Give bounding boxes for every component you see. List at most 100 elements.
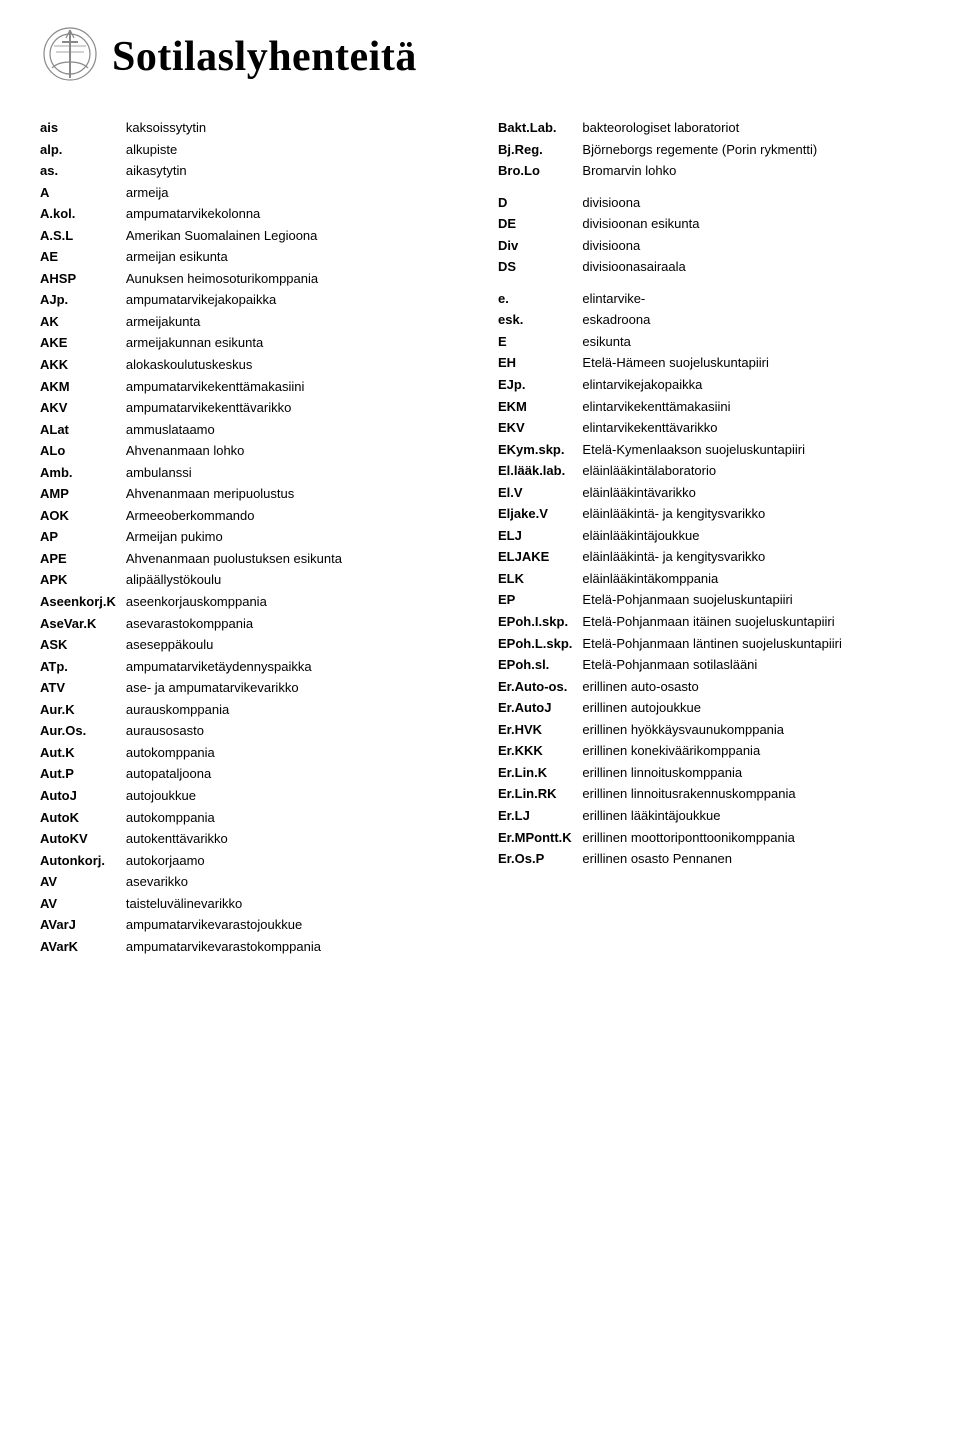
full-cell: ampumatarvikekenttävarikko <box>126 397 462 419</box>
abbr-cell: AVarJ <box>40 914 126 936</box>
full-cell: eskadroona <box>582 309 920 331</box>
abbr-cell: AVarK <box>40 936 126 958</box>
page-header: Sotilaslyhenteitä <box>40 24 920 89</box>
full-cell: armeijakunta <box>126 311 462 333</box>
table-row: AVtaisteluvälinevarikko <box>40 893 462 915</box>
abbr-cell: A.S.L <box>40 225 126 247</box>
full-cell: Etelä-Kymenlaakson suojeluskuntapiiri <box>582 439 920 461</box>
table-row: EJp.elintarvikejakopaikka <box>498 374 920 396</box>
left-column: aiskaksoissytytinalp.alkupisteas.aikasyt… <box>40 117 462 957</box>
full-cell: autokorjaamo <box>126 850 462 872</box>
table-row: Er.Lin.RKerillinen linnoitusrakennuskomp… <box>498 783 920 805</box>
abbr-cell: esk. <box>498 309 582 331</box>
abbr-cell: Er.Auto-os. <box>498 676 582 698</box>
full-cell: Etelä-Pohjanmaan itäinen suojeluskuntapi… <box>582 611 920 633</box>
table-row: Ddivisioona <box>498 192 920 214</box>
full-cell: erillinen auto-osasto <box>582 676 920 698</box>
table-row: Aarmeija <box>40 182 462 204</box>
abbr-cell: Aur.Os. <box>40 720 126 742</box>
abbr-cell: DE <box>498 213 582 235</box>
table-row: Eljake.Veläinlääkintä- ja kengitysvarikk… <box>498 503 920 525</box>
table-row: Er.MPontt.Kerillinen moottoriponttooniko… <box>498 827 920 849</box>
table-row: AEarmeijan esikunta <box>40 246 462 268</box>
abbr-cell: AHSP <box>40 268 126 290</box>
abbr-cell: Autonkorj. <box>40 850 126 872</box>
full-cell: asevarastokomppania <box>126 613 462 635</box>
full-cell: ambulanssi <box>126 462 462 484</box>
table-row: EKMelintarvikekenttämakasiini <box>498 396 920 418</box>
abbr-cell: AseVar.K <box>40 613 126 635</box>
abbr-cell: EH <box>498 352 582 374</box>
abbr-cell: Aut.P <box>40 763 126 785</box>
full-cell: aseenkorjauskomppania <box>126 591 462 613</box>
full-cell: eläinlääkintä- ja kengitysvarikko <box>582 546 920 568</box>
full-cell: eläinlääkintälaboratorio <box>582 460 920 482</box>
abbr-cell: ATp. <box>40 656 126 678</box>
full-cell: aseseppäkoulu <box>126 634 462 656</box>
table-row: e.elintarvike- <box>498 288 920 310</box>
full-cell: Aunuksen heimosoturikomppania <box>126 268 462 290</box>
full-cell: divisioona <box>582 235 920 257</box>
abbr-cell: EKV <box>498 417 582 439</box>
abbr-cell: EPoh.I.skp. <box>498 611 582 633</box>
table-row: AVarJampumatarvikevarastojoukkue <box>40 914 462 936</box>
abbr-cell: E <box>498 331 582 353</box>
full-cell: Bromarvin lohko <box>582 160 920 182</box>
full-cell: Björneborgs regemente (Porin rykmentti) <box>582 139 920 161</box>
full-cell: elintarvike- <box>582 288 920 310</box>
section-gap <box>498 278 920 288</box>
table-row: AutoKVautokenttävarikko <box>40 828 462 850</box>
abbr-cell: APK <box>40 569 126 591</box>
full-cell: Armeijan pukimo <box>126 526 462 548</box>
table-row: Bj.Reg.Björneborgs regemente (Porin rykm… <box>498 139 920 161</box>
abbr-cell: EJp. <box>498 374 582 396</box>
table-row: A.kol.ampumatarvikekolonna <box>40 203 462 225</box>
table-row: AOKArmeeoberkommando <box>40 505 462 527</box>
table-row: EHEtelä-Hämeen suojeluskuntapiiri <box>498 352 920 374</box>
abbr-cell: Bj.Reg. <box>498 139 582 161</box>
abbr-cell: A <box>40 182 126 204</box>
table-row: as.aikasytytin <box>40 160 462 182</box>
full-cell: taisteluvälinevarikko <box>126 893 462 915</box>
table-row: EKym.skp.Etelä-Kymenlaakson suojeluskunt… <box>498 439 920 461</box>
full-cell: armeijan esikunta <box>126 246 462 268</box>
abbr-cell: Aur.K <box>40 699 126 721</box>
table-row: DEdivisioonan esikunta <box>498 213 920 235</box>
table-row: Aut.Pautopataljoona <box>40 763 462 785</box>
full-cell: kaksoissytytin <box>126 117 462 139</box>
abbr-cell: Er.HVK <box>498 719 582 741</box>
table-row: Amb.ambulanssi <box>40 462 462 484</box>
abbr-cell: ELK <box>498 568 582 590</box>
table-row: ATp.ampumatarviketäydennyspaikka <box>40 656 462 678</box>
full-cell: Etelä-Pohjanmaan sotilaslääni <box>582 654 920 676</box>
full-cell: Armeeoberkommando <box>126 505 462 527</box>
table-row: AKEarmeijakunnan esikunta <box>40 332 462 354</box>
abbr-cell: AV <box>40 871 126 893</box>
table-row: ELKeläinlääkintäkomppania <box>498 568 920 590</box>
full-cell: aikasytytin <box>126 160 462 182</box>
page-title: Sotilaslyhenteitä <box>112 33 417 81</box>
abbr-cell: ALat <box>40 419 126 441</box>
full-cell: bakteorologiset laboratoriot <box>582 117 920 139</box>
abbr-cell: ALo <box>40 440 126 462</box>
abbr-cell: Bro.Lo <box>498 160 582 182</box>
full-cell: ammuslataamo <box>126 419 462 441</box>
abbr-cell: ELJ <box>498 525 582 547</box>
full-cell: esikunta <box>582 331 920 353</box>
table-row: ALatammuslataamo <box>40 419 462 441</box>
full-cell: elintarvikekenttävarikko <box>582 417 920 439</box>
table-row: EPoh.I.skp.Etelä-Pohjanmaan itäinen suoj… <box>498 611 920 633</box>
full-cell: armeija <box>126 182 462 204</box>
abbr-cell: Er.LJ <box>498 805 582 827</box>
abbr-cell: e. <box>498 288 582 310</box>
abbr-cell: as. <box>40 160 126 182</box>
abbr-cell: AKK <box>40 354 126 376</box>
full-cell: autojoukkue <box>126 785 462 807</box>
table-row: ASKaseseppäkoulu <box>40 634 462 656</box>
table-row: ELJeläinlääkintäjoukkue <box>498 525 920 547</box>
abbr-cell: Eljake.V <box>498 503 582 525</box>
table-row: Bro.LoBromarvin lohko <box>498 160 920 182</box>
abbr-cell: AKV <box>40 397 126 419</box>
abbr-cell: AE <box>40 246 126 268</box>
full-cell: divisioonasairaala <box>582 256 920 278</box>
